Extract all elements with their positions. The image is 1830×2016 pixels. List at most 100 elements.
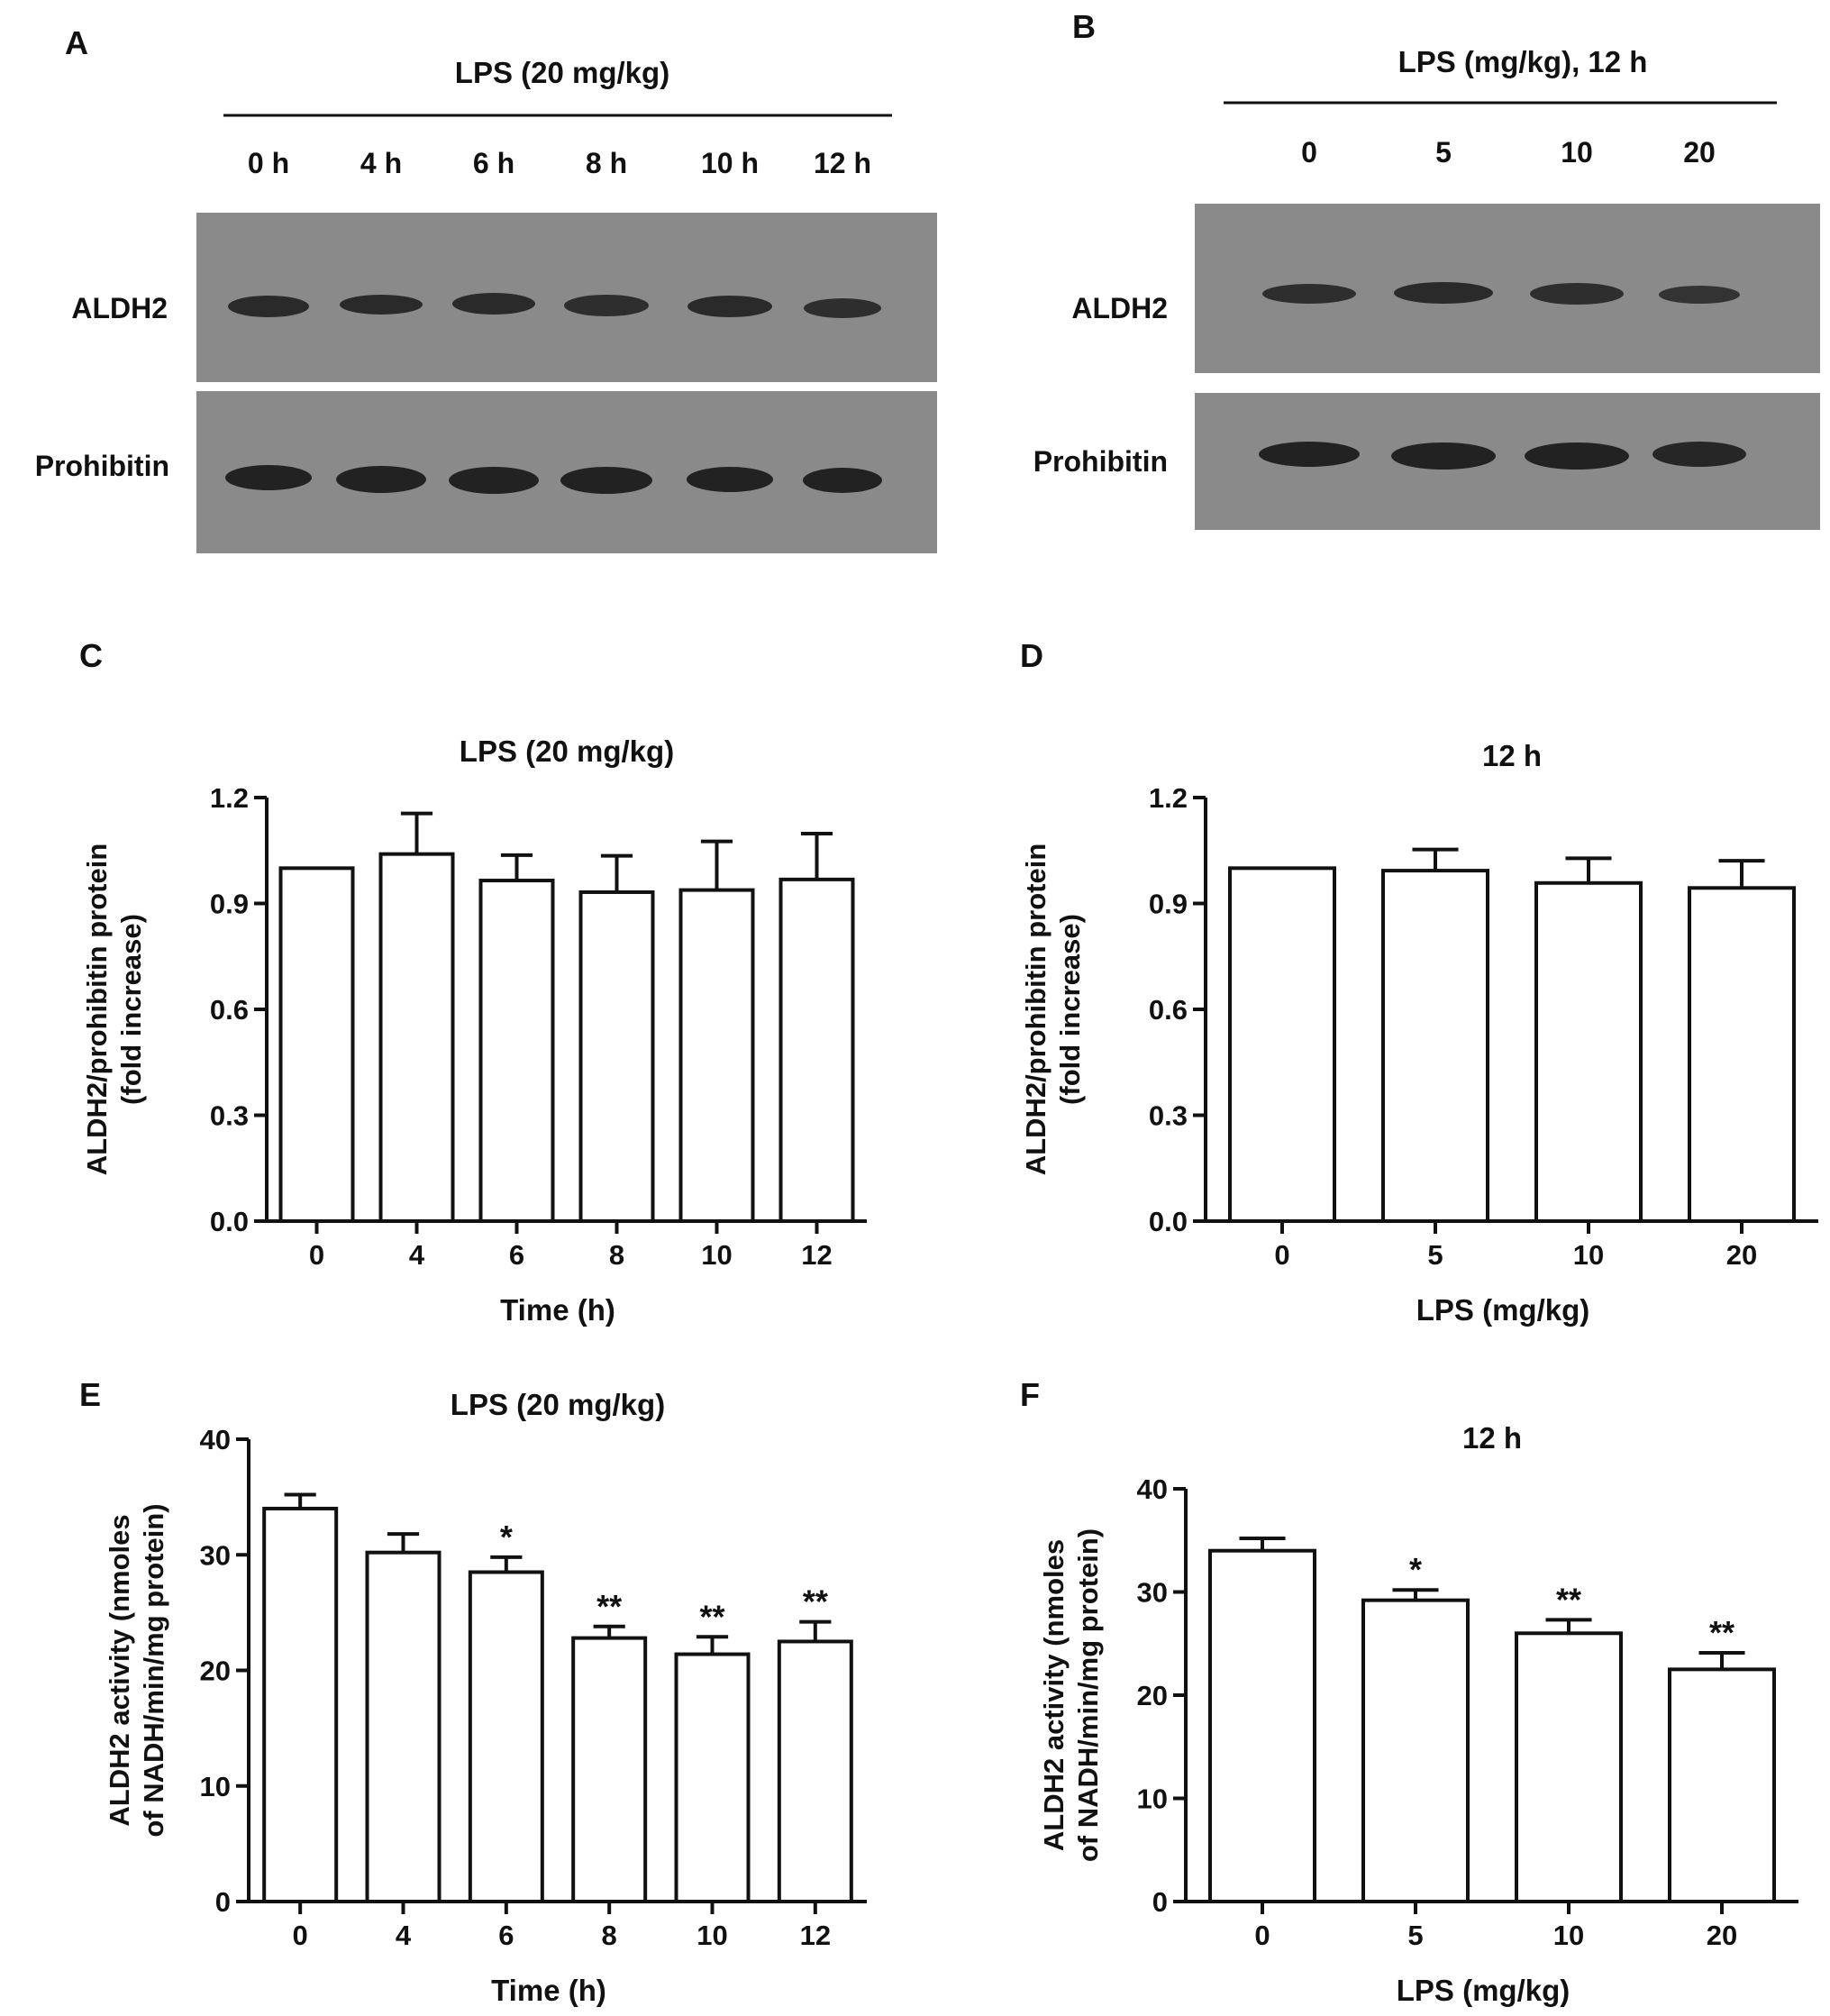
x-tick-label: 0 <box>309 1239 324 1271</box>
blot-band <box>1394 282 1493 304</box>
blot-band <box>804 298 881 318</box>
y-tick-label: 20 <box>1137 1680 1168 1711</box>
y-axis-label-line: ALDH2/prohibitin protein <box>1020 844 1052 1176</box>
bar <box>1361 1598 1470 1904</box>
bar <box>278 866 355 1223</box>
x-axis-label: Time (h) <box>500 1293 615 1327</box>
panel-letter-b: B <box>1072 8 1096 45</box>
y-axis-label: ALDH2 activity (nmolesof NADH/min/mg pro… <box>1038 1528 1104 1862</box>
x-axis-label: LPS (mg/kg) <box>1416 1293 1590 1327</box>
blot-a-aldh2-membrane <box>196 213 937 382</box>
y-axis-label-line: (fold increase) <box>1054 914 1086 1105</box>
panel-b: B LPS (mg/kg), 12 h 0 5 10 20 ALDH2 Proh… <box>1033 8 1820 530</box>
blot-band <box>1525 442 1629 470</box>
y-tick-label: 30 <box>1137 1577 1168 1609</box>
x-tick-label: 8 <box>602 1920 617 1951</box>
y-tick-label: 0.6 <box>210 994 249 1026</box>
bar <box>1534 880 1643 1223</box>
x-tick-label: 20 <box>1726 1239 1757 1271</box>
chart-c: LPS (20 mg/kg) 0.0 0.3 0.6 0.9 1.2 ALDH2/prohi… <box>81 734 867 1327</box>
blot-b-lane-label: 0 <box>1301 136 1317 169</box>
blot-a-lane-label: 6 h <box>473 147 514 179</box>
x-tick-label: 0 <box>1274 1239 1289 1271</box>
chart-title: LPS (20 mg/kg) <box>460 734 674 768</box>
bar <box>1688 886 1796 1223</box>
y-tick-label: 0 <box>215 1886 231 1918</box>
chart-title: 12 h <box>1462 1421 1522 1455</box>
significance-marker: ** <box>1709 1614 1734 1651</box>
x-tick-label: 12 <box>800 1920 831 1951</box>
x-axis-label: Time (h) <box>491 1974 606 2007</box>
x-tick-label: 4 <box>409 1239 425 1271</box>
blot-band <box>1659 286 1740 304</box>
blot-band <box>1259 442 1360 467</box>
y-axis-label-line: of NADH/min/mg protein) <box>1072 1528 1104 1862</box>
panel-letter-e: E <box>79 1376 101 1413</box>
y-tick-label: 0.0 <box>1149 1206 1188 1237</box>
y-tick-label: 0 <box>1152 1886 1168 1918</box>
y-tick-label: 0.3 <box>210 1100 249 1132</box>
bar <box>678 888 755 1223</box>
blot-a-lane-label: 0 h <box>248 147 289 179</box>
y-tick-label: 0.0 <box>210 1206 249 1237</box>
x-tick-label: 12 <box>801 1239 832 1271</box>
y-tick-label: 30 <box>200 1539 231 1571</box>
x-tick-label: 10 <box>1573 1239 1604 1271</box>
y-axis-label-line: of NADH/min/mg protein) <box>138 1503 169 1837</box>
bar <box>1228 866 1336 1223</box>
bar <box>777 1639 853 1903</box>
panel-letter-a: A <box>65 24 88 61</box>
y-axis-label: ALDH2/prohibitin protein(fold increase) <box>1020 844 1086 1176</box>
blot-b-lane-label: 5 <box>1435 136 1452 169</box>
y-tick-label: 1.2 <box>210 782 249 814</box>
blot-b-row-label-prohibitin: Prohibitin <box>1033 445 1168 478</box>
blot-b-lane-label: 20 <box>1683 136 1716 169</box>
y-axis-label: ALDH2/prohibitin protein(fold increase) <box>81 844 147 1176</box>
blot-a-row-label-aldh2: ALDH2 <box>71 292 168 324</box>
y-axis-label: ALDH2 activity (nmolesof NADH/min/mg pro… <box>104 1503 169 1837</box>
x-tick-label: 6 <box>509 1239 524 1271</box>
y-tick-label: 10 <box>200 1771 231 1802</box>
blot-band <box>340 295 423 315</box>
y-tick-label: 10 <box>1137 1783 1168 1815</box>
bar <box>571 1636 648 1903</box>
blot-band <box>449 467 539 494</box>
blot-band <box>336 466 426 493</box>
significance-marker: * <box>1409 1551 1422 1588</box>
panel-letter-c: C <box>79 637 103 674</box>
bar <box>478 879 555 1224</box>
bar <box>378 852 455 1224</box>
y-tick-label: 0.9 <box>210 889 249 920</box>
y-axis-label-line: ALDH2 activity (nmoles <box>1038 1539 1070 1851</box>
significance-marker: * <box>500 1519 513 1555</box>
x-tick-label: 5 <box>1407 1920 1423 1951</box>
chart-f: 12 h 0 10 20 30 40 ALDH2 activity (nmolesof NA… <box>1038 1421 1798 2007</box>
blot-band <box>560 467 652 494</box>
panel-letter-d: D <box>1020 637 1043 674</box>
bar <box>674 1652 751 1904</box>
bar <box>1515 1631 1623 1904</box>
blot-a-lane-label: 12 h <box>814 147 871 179</box>
blot-a-row-label-prohibitin: Prohibitin <box>35 450 169 482</box>
y-axis-label-line: ALDH2/prohibitin protein <box>81 844 113 1176</box>
panel-a: A LPS (20 mg/kg) 0 h 4 h 6 h 8 h 10 h 12… <box>35 24 937 553</box>
y-axis-label-line: (fold increase) <box>115 914 147 1105</box>
blot-a-header: LPS (20 mg/kg) <box>455 56 669 89</box>
blot-band <box>1391 442 1496 470</box>
y-tick-label: 40 <box>1137 1473 1168 1505</box>
blot-band <box>1652 442 1746 467</box>
x-tick-label: 0 <box>1254 1920 1270 1951</box>
blot-b-header: LPS (mg/kg), 12 h <box>1398 45 1648 78</box>
blot-band <box>228 296 309 317</box>
x-tick-label: 4 <box>396 1920 412 1951</box>
chart-title: LPS (20 mg/kg) <box>451 1388 665 1421</box>
bar <box>1208 1548 1316 1903</box>
bar <box>778 877 855 1223</box>
significance-marker: ** <box>803 1583 828 1620</box>
blot-band <box>564 295 649 316</box>
y-tick-label: 40 <box>200 1424 231 1455</box>
x-tick-label: 6 <box>498 1920 514 1951</box>
chart-title: 12 h <box>1482 739 1542 772</box>
